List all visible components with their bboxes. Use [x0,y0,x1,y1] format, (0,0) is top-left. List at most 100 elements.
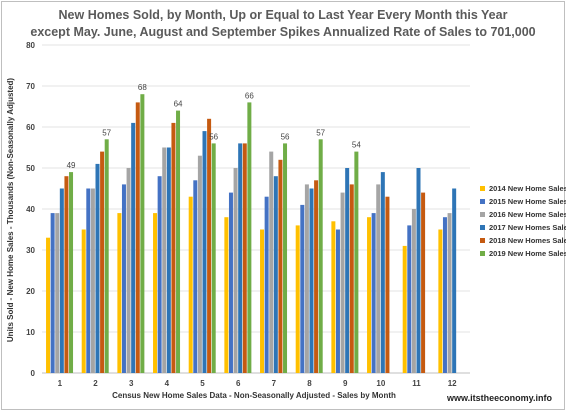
legend-item: 2019 New Home Sales [480,247,566,260]
legend-item: 2017 New Homes Sales [480,221,566,234]
bar [269,151,274,373]
bar [121,184,126,373]
bar [416,168,421,373]
bar [117,213,122,373]
bar [318,139,323,373]
x-tick-label: 7 [272,379,277,388]
bar [314,180,319,373]
bar [193,180,198,373]
bar [242,143,247,373]
bar [224,217,229,373]
gridlines [42,44,470,374]
bar [233,168,238,373]
x-tick-label: 4 [165,379,170,388]
bar [402,245,407,373]
y-tick-label: 40 [26,205,35,214]
bar [354,151,359,373]
legend-label: 2017 New Homes Sales [489,223,566,232]
data-labels: 49 57 68 64 56 66 56 57 54 [67,83,362,170]
bar [202,131,207,373]
bar [157,176,162,373]
bar [295,225,300,373]
bar [349,184,354,373]
bar [59,188,64,373]
legend-label: 2016 New Home Sales [489,210,566,219]
bar [211,143,216,373]
bar [100,151,105,373]
bar [260,229,265,373]
bar [371,213,376,373]
legend-label: 2014 New Home Sales [489,184,566,193]
bar [207,118,212,373]
x-tick-label: 10 [376,379,385,388]
legend: 2014 New Home Sales 2015 New Home Sales 20… [480,182,566,260]
bar [283,143,288,373]
x-axis-label: Census New Home Sales Data - Non-Seasona… [112,391,396,400]
bar [376,184,381,373]
bar [153,213,158,373]
bar [46,237,51,373]
y-tick-label: 60 [26,123,35,132]
bar [411,209,416,373]
bar [69,172,74,373]
y-tick-label: 0 [31,369,36,378]
chart-title: New Homes Sold, by Month, Up or Equal to… [0,7,566,41]
y-tick-label: 50 [26,164,35,173]
bars [46,94,457,374]
watermark: www.itstheeconomy.info [446,393,552,403]
x-tick-label: 9 [343,379,348,388]
data-label: 64 [174,100,183,109]
data-label: 56 [281,132,290,141]
data-label: 56 [209,132,218,141]
legend-swatch [480,251,485,256]
bar [309,188,314,373]
legend-swatch [480,225,485,230]
y-tick-label: 30 [26,246,35,255]
legend-label: 2015 New Home Sales [489,197,566,206]
bar [421,192,426,373]
bar [335,229,340,373]
bar [140,94,145,373]
bar [442,217,447,373]
legend-item: 2015 New Home Sales [480,195,566,208]
x-tick-label: 1 [58,379,63,388]
x-tick-label: 12 [448,379,457,388]
bar [385,196,390,373]
bar [104,139,109,373]
bar [64,176,69,373]
bar [331,221,336,373]
bar [50,213,55,373]
bar [438,229,443,373]
bar [278,159,283,373]
x-tick-label: 6 [236,379,241,388]
data-label: 57 [102,128,111,137]
bar [166,147,171,373]
bar [197,155,202,373]
legend-item: 2018 New Homes Sales [480,234,566,247]
bar [162,147,167,373]
chart-title-line-2: except May. June, August and September S… [30,25,536,39]
y-tick-label: 80 [26,41,35,50]
bar [304,184,309,373]
y-axis-label: Units Sold - New Home Sales - Thousands … [6,78,15,343]
legend-item: 2016 New Home Sales [480,208,566,221]
chart-title-line-1: New Homes Sold, by Month, Up or Equal to… [58,8,508,22]
data-label: 66 [245,91,254,100]
bar [55,213,60,373]
bar [238,143,243,373]
bar [345,168,350,373]
bar [86,188,91,373]
bar [247,102,252,374]
bar [131,122,136,374]
legend-swatch [480,186,485,191]
x-tick-label: 5 [200,379,205,388]
y-tick-label: 70 [26,82,35,91]
bar [273,176,278,373]
x-tick-label: 2 [93,379,98,388]
bar [228,192,233,373]
bar [95,163,100,373]
data-label: 54 [352,141,361,150]
x-tick-label: 3 [129,379,134,388]
